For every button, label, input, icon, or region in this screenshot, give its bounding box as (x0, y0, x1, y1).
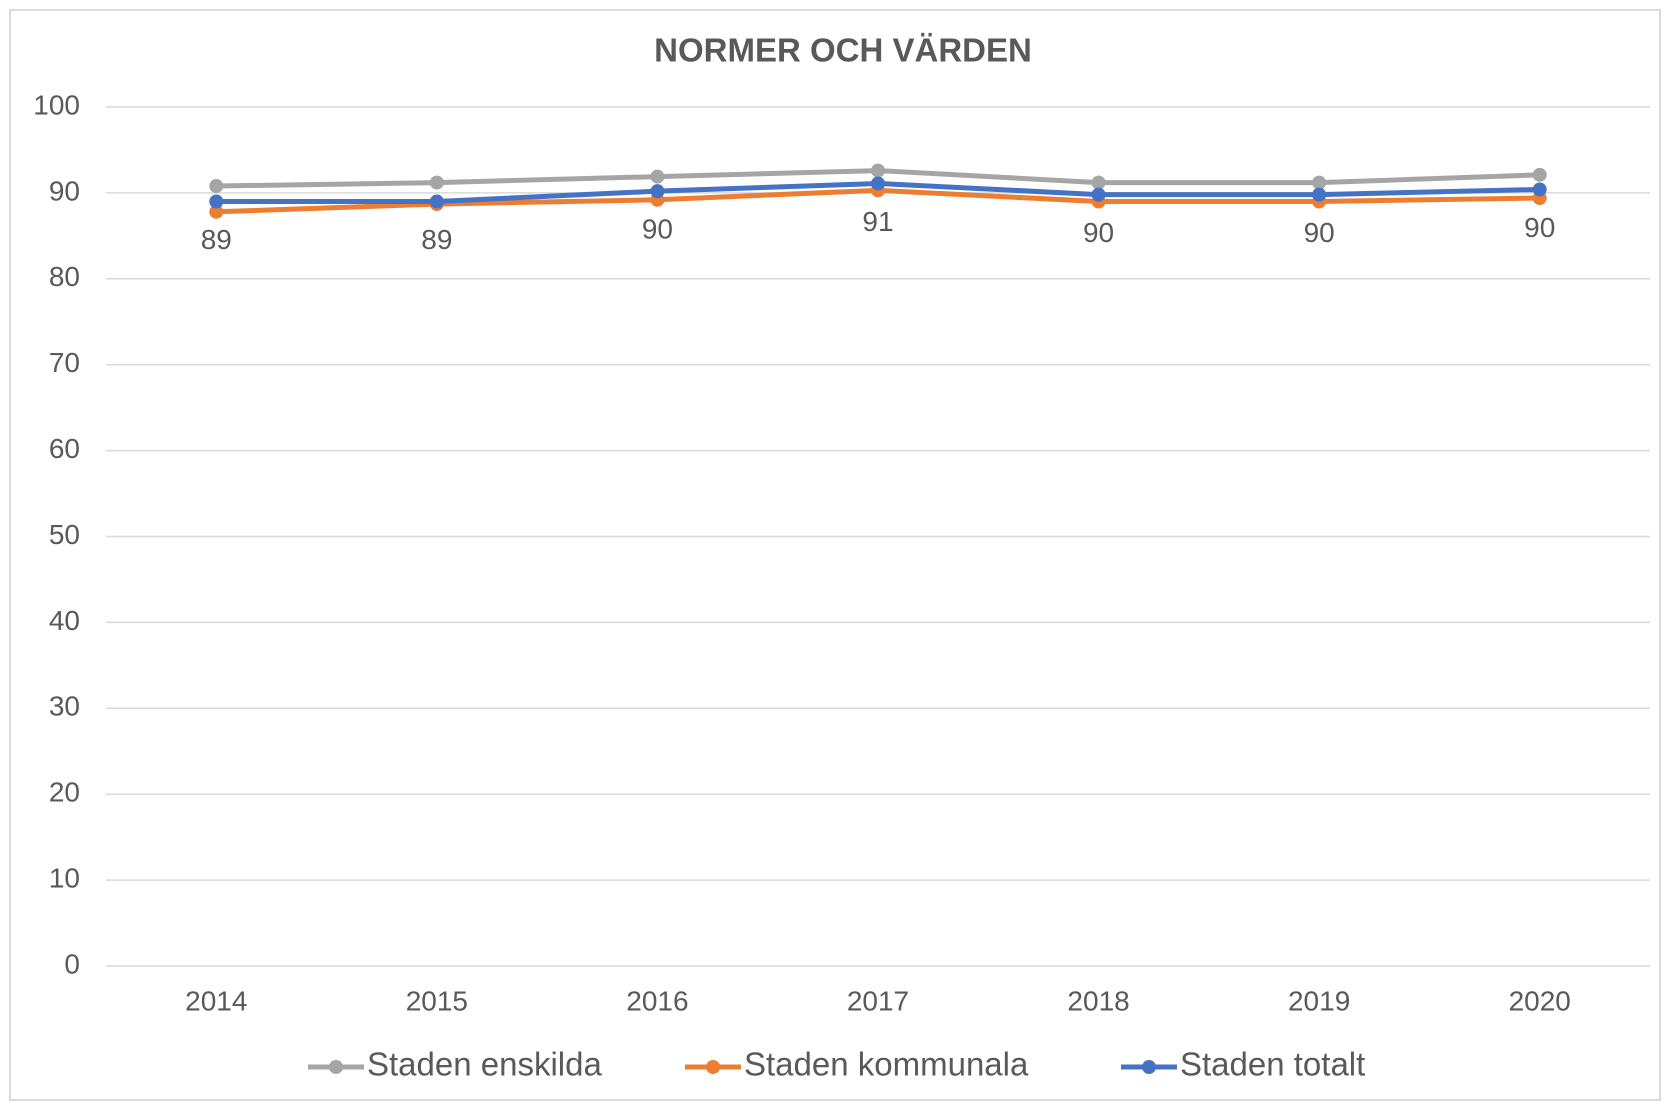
data-point (209, 179, 224, 194)
data-point (1312, 175, 1327, 190)
x-tick-label: 2020 (1509, 985, 1571, 1016)
x-tick-label: 2019 (1288, 985, 1350, 1016)
y-tick-label: 100 (33, 89, 80, 120)
y-tick-label: 50 (49, 519, 80, 550)
data-point (1532, 182, 1547, 197)
x-tick-label: 2018 (1067, 985, 1129, 1016)
data-point (1532, 167, 1547, 182)
legend-marker (329, 1060, 343, 1074)
legend-label: Staden totalt (1180, 1046, 1365, 1083)
data-label: 90 (642, 214, 673, 245)
y-tick-label: 30 (49, 691, 80, 722)
legend-marker (1142, 1060, 1156, 1074)
data-point (429, 175, 444, 190)
data-point (1091, 175, 1106, 190)
data-label: 91 (862, 206, 893, 237)
chart-title: NORMER OCH VÄRDEN (654, 32, 1032, 69)
data-point (429, 194, 444, 209)
data-label: 90 (1524, 212, 1555, 243)
y-tick-label: 0 (64, 948, 80, 979)
x-tick-label: 2016 (626, 985, 688, 1016)
x-tick-label: 2014 (185, 985, 247, 1016)
data-label: 90 (1083, 217, 1114, 248)
data-point (650, 169, 665, 184)
y-tick-label: 20 (49, 777, 80, 808)
legend-label: Staden kommunala (744, 1046, 1029, 1083)
data-point (209, 194, 224, 209)
y-tick-label: 70 (49, 347, 80, 378)
x-tick-label: 2015 (406, 985, 468, 1016)
x-tick-label: 2017 (847, 985, 909, 1016)
data-label: 90 (1304, 217, 1335, 248)
data-point (871, 176, 885, 191)
y-tick-label: 80 (49, 261, 80, 292)
data-point (871, 163, 885, 178)
data-label: 89 (201, 224, 232, 255)
data-point (1091, 187, 1106, 202)
legend-marker (706, 1060, 720, 1074)
data-point (1312, 187, 1327, 202)
data-point (650, 184, 665, 199)
y-tick-label: 60 (49, 433, 80, 464)
legend-label: Staden enskilda (367, 1046, 602, 1083)
y-tick-label: 90 (49, 175, 80, 206)
data-point (209, 204, 224, 219)
y-tick-label: 10 (49, 862, 80, 893)
y-tick-label: 40 (49, 605, 80, 636)
data-label: 89 (421, 224, 452, 255)
